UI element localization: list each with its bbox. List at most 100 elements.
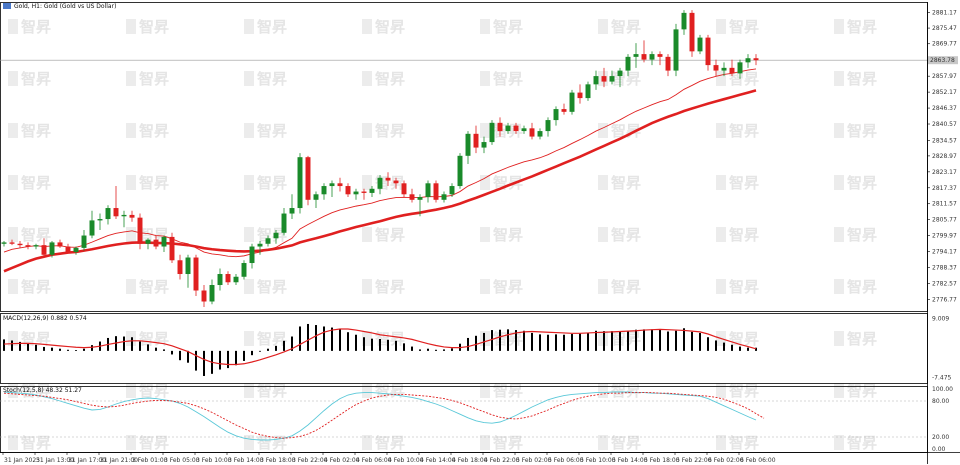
candle-body (721, 67, 727, 71)
watermark-logo-icon (8, 227, 18, 242)
watermark-logo-icon (8, 19, 18, 34)
candle-body (345, 186, 351, 195)
watermark-logo-icon (244, 175, 254, 190)
macd-histogram-bar (443, 349, 445, 351)
time-tick-label: 31 Jan 13:00 (36, 457, 74, 464)
macd-histogram-bar (707, 337, 709, 351)
candle-body (553, 109, 559, 121)
watermark-logo-icon (362, 383, 372, 398)
macd-histogram-bar (251, 350, 253, 356)
candle-body (337, 183, 343, 187)
candle-body (217, 274, 223, 286)
macd-histogram-bar (235, 350, 237, 366)
macd-histogram-bar (91, 345, 93, 351)
watermark-text: 智昇 (375, 226, 405, 244)
macd-histogram-bar (467, 337, 469, 351)
macd-histogram-bar (387, 339, 389, 351)
stoch-tick-label: 20.00 (932, 434, 949, 441)
candle-body (505, 125, 511, 132)
macd-histogram-bar (571, 334, 573, 351)
price-tick-label: 2840.57 (932, 121, 957, 128)
candle-body (321, 186, 327, 195)
watermark-text: 智昇 (611, 382, 641, 400)
watermark-text: 智昇 (139, 122, 169, 140)
candle-body (657, 54, 663, 57)
watermark-text: 智昇 (611, 434, 641, 452)
candle-body (529, 128, 535, 137)
candle-body (289, 208, 295, 214)
time-tick-label: 5 Feb 14:00 (612, 457, 648, 464)
macd-histogram-bar (547, 334, 549, 351)
time-tick-label: 4 Feb 18:00 (452, 457, 488, 464)
watermark-text: 智昇 (21, 18, 51, 36)
watermark-text: 智昇 (257, 174, 287, 192)
macd-histogram-bar (379, 339, 381, 351)
candle-body (393, 180, 399, 184)
price-tick-label: 2857.97 (932, 73, 957, 80)
price-tick-label: 2881.17 (932, 9, 957, 16)
time-tick-label: 6 Feb 06:00 (740, 457, 776, 464)
macd-histogram-bar (395, 340, 397, 351)
candle-body (633, 54, 639, 57)
watermark-logo-icon (8, 435, 18, 450)
time-tick-label: 5 Feb 02:00 (516, 457, 552, 464)
watermark-logo-icon (244, 71, 254, 86)
watermark-logo-icon (598, 19, 608, 34)
watermark-text: 智昇 (139, 382, 169, 400)
candle-body (409, 194, 415, 200)
watermark-logo-icon (834, 279, 844, 294)
candle-body (17, 243, 23, 246)
candle-body (497, 122, 503, 132)
macd-histogram-bar (683, 328, 685, 351)
macd-histogram-bar (723, 342, 725, 351)
watermark-text: 智昇 (257, 330, 287, 348)
watermark-text: 智昇 (257, 18, 287, 36)
candle-body (441, 194, 447, 200)
watermark-text: 智昇 (21, 278, 51, 296)
watermark-text: 智昇 (847, 70, 877, 88)
watermark-logo-icon (480, 383, 490, 398)
watermark-logo-icon (598, 279, 608, 294)
watermark-logo-icon (362, 331, 372, 346)
candle-body (281, 213, 287, 233)
macd-histogram-bar (323, 326, 325, 351)
candle-body (593, 76, 599, 85)
macd-histogram-bar (51, 347, 53, 351)
macd-histogram-bar (59, 348, 61, 351)
watermark-text: 智昇 (611, 122, 641, 140)
macd-histogram-bar (155, 347, 157, 351)
watermark-logo-icon (126, 71, 136, 86)
chart-axes: 2881.172875.472869.772863.772857.972852.… (2, 3, 958, 464)
candle-body (609, 76, 615, 82)
candle-body (489, 122, 495, 143)
watermark-text: 智昇 (139, 174, 169, 192)
macd-histogram-bar (83, 348, 85, 351)
macd-histogram-bar (611, 331, 613, 351)
price-tick-label: 2823.17 (932, 169, 957, 176)
main-pane-title: Gold, H1: Gold (Gold vs US Dollar) (14, 3, 116, 10)
watermark-logo-icon (598, 227, 608, 242)
candle-body (673, 29, 679, 71)
macd-histogram-bar (75, 350, 77, 351)
watermark-logo-icon (126, 279, 136, 294)
watermark-text: 智昇 (847, 382, 877, 400)
stoch-main-line (3, 391, 757, 441)
watermark-logo-icon (126, 175, 136, 190)
macd-histogram-bar (531, 332, 533, 351)
price-tick-label: 2834.57 (932, 138, 957, 145)
watermark-text: 智昇 (611, 278, 641, 296)
watermark-text: 智昇 (375, 122, 405, 140)
fast-moving-average-line (3, 89, 757, 273)
watermark-logo-icon (834, 383, 844, 398)
time-tick-label: 4 Feb 22:00 (484, 457, 520, 464)
macd-histogram-bar (187, 350, 189, 363)
macd-histogram-bar (499, 329, 501, 351)
macd-histogram-bar (515, 330, 517, 351)
watermark-text: 智昇 (493, 70, 523, 88)
time-tick-label: 3 Feb 10:00 (196, 457, 232, 464)
candle-body (297, 157, 303, 209)
watermark-logo-icon (834, 71, 844, 86)
watermark-logo-icon (834, 19, 844, 34)
